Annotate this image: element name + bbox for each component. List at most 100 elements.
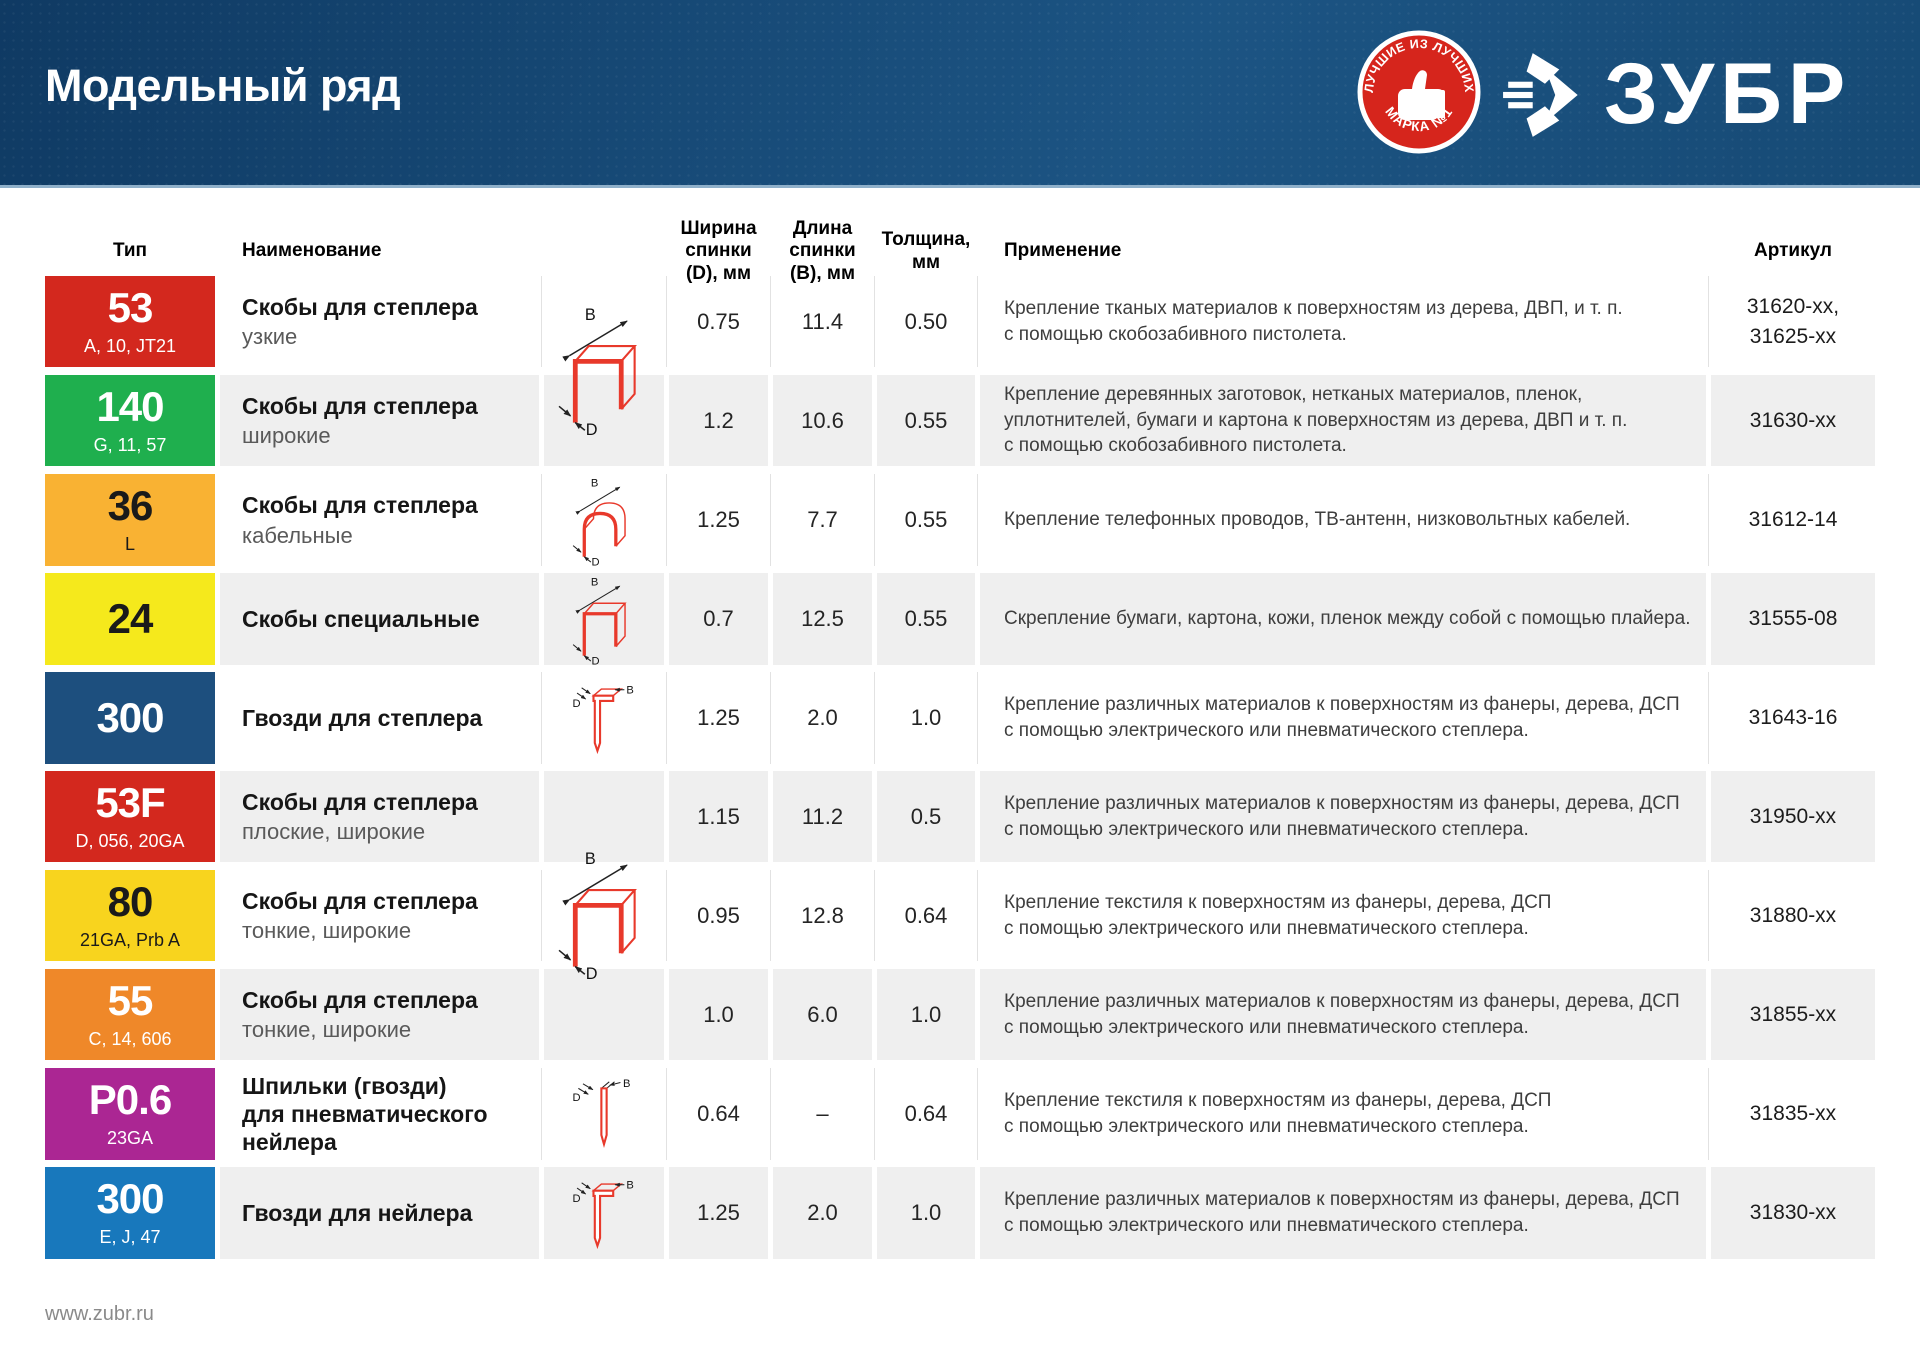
type-badge-number: 300 xyxy=(96,1175,164,1222)
application-text: Крепление тканых материалов к поверхност… xyxy=(977,276,1706,367)
product-name: Скобы для степлера xyxy=(242,293,478,320)
type-badge-number: 36 xyxy=(107,482,154,529)
product-name-subtitle: плоские, широкие xyxy=(242,819,426,845)
product-name: Скобы для степлера xyxy=(242,986,478,1013)
product-name: Гвозди для нейлера xyxy=(242,1199,473,1226)
product-name: Скобы специальные xyxy=(242,605,480,632)
table-row: 140 G, 11, 57 Скобы для степлера широкие… xyxy=(45,375,1875,466)
application-text: Крепление текстиля к поверхностям из фан… xyxy=(977,1068,1706,1160)
application-text: Крепление деревянных заготовок, нетканых… xyxy=(980,375,1706,466)
value-length: 12.5 xyxy=(773,573,872,665)
type-badge: P0.6 23GA xyxy=(45,1068,215,1160)
value-thickness: 1.0 xyxy=(877,969,975,1060)
type-badge-number: 24 xyxy=(107,595,154,642)
col-header-width: Ширина спинки (D), мм xyxy=(680,218,757,284)
article-number: 31630-xx xyxy=(1711,375,1875,466)
type-badge-number: 300 xyxy=(96,694,164,741)
type-badge-number: 53 xyxy=(107,283,154,331)
application-text: Крепление различных материалов к поверхн… xyxy=(977,672,1706,764)
value-thickness: 1.0 xyxy=(877,1167,975,1259)
value-thickness: 0.55 xyxy=(877,375,975,466)
product-name: Скобы для степлера xyxy=(242,788,478,815)
svg-text:D: D xyxy=(572,1092,580,1104)
col-header-name: Наименование xyxy=(242,240,382,262)
type-badge-subtitle: G, 11, 57 xyxy=(93,434,167,455)
table-body: 53 A, 10, JT21 Скобы для степлера узкие … xyxy=(45,276,1875,1259)
col-header-application: Применение xyxy=(1004,240,1122,262)
best-of-best-badge-icon: ЛУЧШИЕ ИЗ ЛУЧШИХ МАРКА №1 xyxy=(1357,30,1481,154)
table-row: P0.6 23GA Шпильки (гвозди) для пневматич… xyxy=(45,1068,1875,1160)
product-name: Шпильки (гвозди) для пневматического ней… xyxy=(242,1072,488,1156)
type-badge-number: 55 xyxy=(107,976,154,1024)
article-number: 31620-xx, 31625-xx xyxy=(1708,276,1875,367)
svg-text:D: D xyxy=(592,655,600,665)
article-number: 31835-xx xyxy=(1708,1068,1875,1160)
value-length: 2.0 xyxy=(773,1167,872,1259)
svg-text:B: B xyxy=(626,685,633,697)
type-badge-subtitle: C, 14, 606 xyxy=(88,1028,172,1049)
header-band: Модельный ряд ЛУЧШИЕ ИЗ ЛУЧШИХ МАРКА №1 … xyxy=(0,0,1920,188)
product-name-cell: Скобы для степлера узкие xyxy=(220,276,539,367)
brand-logo-text: ЗУБР xyxy=(1604,46,1852,142)
application-text: Крепление различных материалов к поверхн… xyxy=(980,771,1706,862)
col-header-length: Длина спинки (B), мм xyxy=(789,218,856,284)
article-number: 31830-xx xyxy=(1711,1167,1875,1259)
value-width: 0.64 xyxy=(666,1068,768,1160)
svg-text:D: D xyxy=(592,556,600,566)
type-badge-number: P0.6 xyxy=(88,1076,172,1123)
type-badge: 300 E, J, 47 xyxy=(45,1167,215,1259)
staple-diagram-icon xyxy=(544,969,664,1060)
type-badge: 24 xyxy=(45,573,215,665)
product-name-cell: Скобы для степлера тонкие, широкие xyxy=(220,870,539,961)
value-length: 10.6 xyxy=(773,375,872,466)
product-name: Гвозди для степлера xyxy=(242,704,483,731)
value-length: 11.4 xyxy=(770,276,872,367)
application-text: Крепление телефонных проводов, ТВ-антенн… xyxy=(977,474,1706,566)
type-badge: 300 xyxy=(45,672,215,764)
product-name-subtitle: узкие xyxy=(242,324,298,350)
col-header-article: Артикул xyxy=(1754,240,1832,262)
value-width: 0.7 xyxy=(669,573,768,665)
type-badge-subtitle: L xyxy=(124,534,135,554)
value-length: 2.0 xyxy=(770,672,872,764)
table-row: 53F D, 056, 20GA Скобы для степлера плос… xyxy=(45,771,1875,862)
value-length: 11.2 xyxy=(773,771,872,862)
model-range-table: Тип Наименование Ширина спинки (D), мм Д… xyxy=(45,218,1875,1266)
value-thickness: 0.55 xyxy=(877,573,975,665)
value-thickness: 0.64 xyxy=(874,1068,975,1160)
svg-text:D: D xyxy=(572,698,580,710)
product-name-subtitle: широкие xyxy=(242,423,331,449)
product-name-subtitle: тонкие, широкие xyxy=(242,1017,412,1043)
value-length: – xyxy=(770,1068,872,1160)
article-number: 31950-xx xyxy=(1711,771,1875,862)
article-number: 31555-08 xyxy=(1711,573,1875,665)
product-name-cell: Скобы для степлера кабельные xyxy=(220,474,539,566)
product-name-cell: Гвозди для нейлера xyxy=(220,1167,539,1259)
table-row: 55 C, 14, 606 Скобы для степлера тонкие,… xyxy=(45,969,1875,1060)
type-badge-subtitle: A, 10, JT21 xyxy=(83,335,177,356)
value-length: 6.0 xyxy=(773,969,872,1060)
product-name: Скобы для степлера xyxy=(242,392,478,419)
type-badge: 36 L xyxy=(45,474,215,566)
application-text: Крепление различных материалов к поверхн… xyxy=(980,1167,1706,1259)
zubr-bison-icon xyxy=(1503,53,1578,137)
value-thickness: 0.50 xyxy=(874,276,975,367)
application-text: Крепление различных материалов к поверхн… xyxy=(980,969,1706,1060)
type-badge: 140 G, 11, 57 xyxy=(45,375,215,466)
application-text: Крепление текстиля к поверхностям из фан… xyxy=(977,870,1706,961)
article-number: 31612-14 xyxy=(1708,474,1875,566)
article-number: 31855-xx xyxy=(1711,969,1875,1060)
svg-text:D: D xyxy=(572,1193,580,1205)
table-header-row: Тип Наименование Ширина спинки (D), мм Д… xyxy=(45,218,1875,284)
staple-diagram-icon xyxy=(541,276,664,367)
footer-url: www.zubr.ru xyxy=(45,1303,154,1325)
product-name-cell: Скобы для степлера плоские, широкие xyxy=(220,771,539,862)
